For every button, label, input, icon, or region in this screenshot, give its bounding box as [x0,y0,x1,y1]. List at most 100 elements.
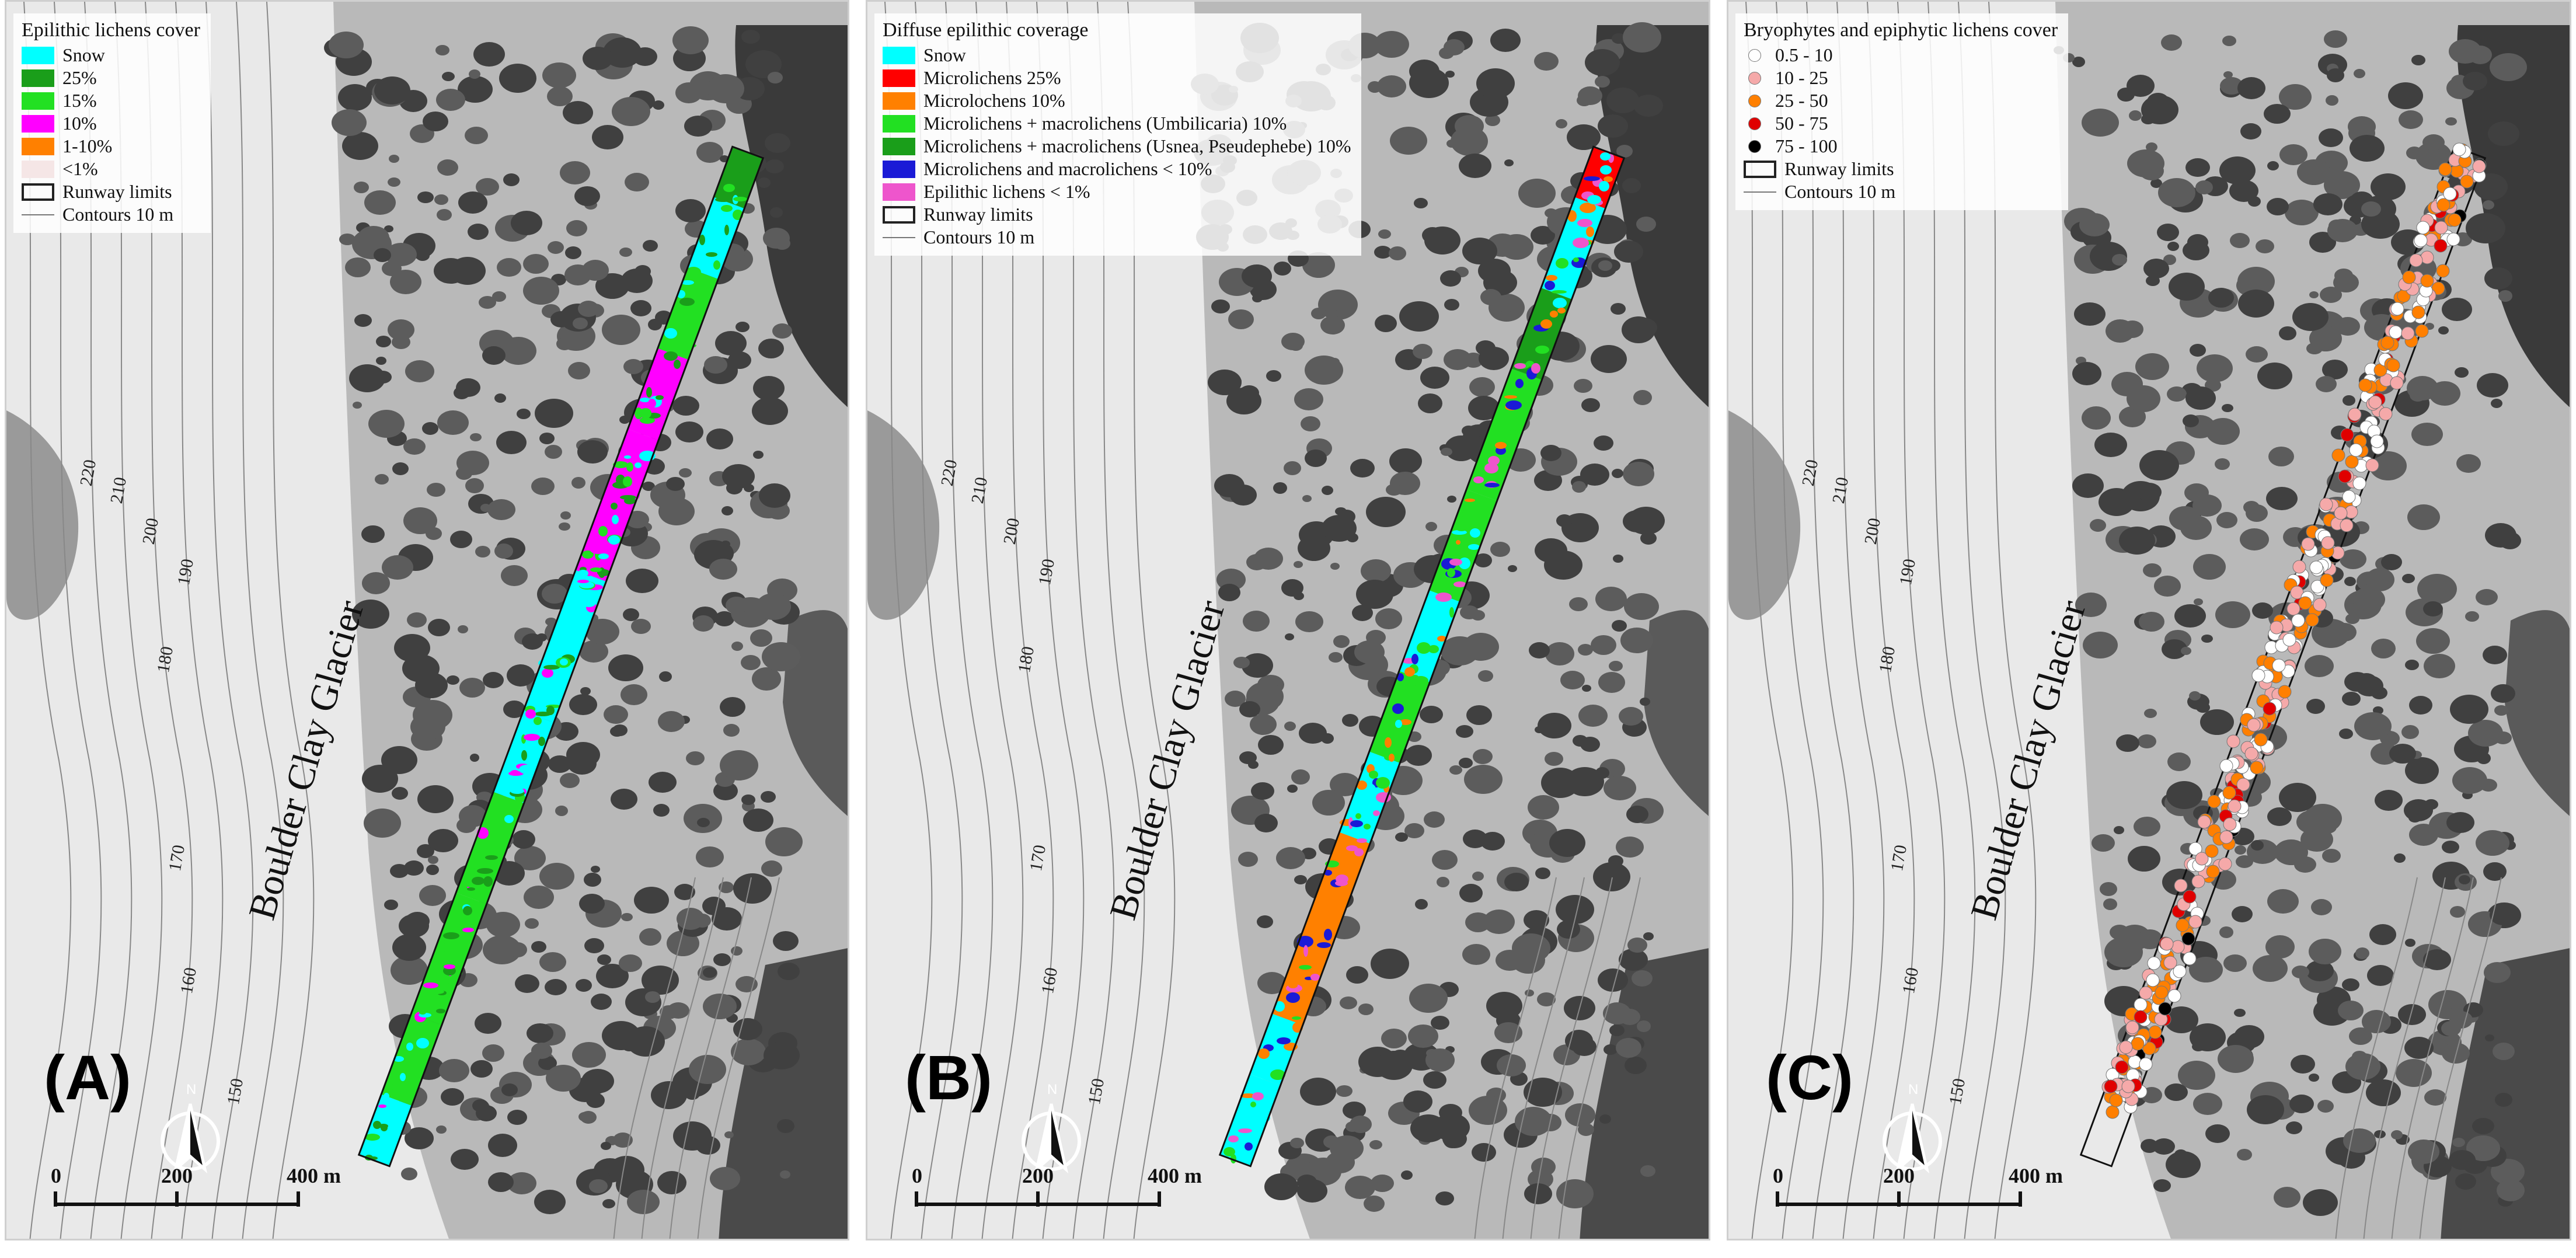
rock-speckle [1598,672,1625,693]
rock-speckle [2438,326,2449,334]
sample-point [2155,985,2169,999]
cover-patch [1453,581,1466,587]
rock-speckle [1472,1143,1496,1162]
rock-speckle [501,1083,518,1096]
sample-point [2379,407,2393,421]
cover-patch [1263,1088,1277,1094]
rock-speckle [374,371,392,384]
cover-patch [1573,257,1579,262]
cover-patch [1346,845,1358,851]
cover-patch [648,399,656,408]
legend-item: Microlichens + macrolichens (Usnea, Pseu… [883,135,1351,158]
rock-speckle [2129,110,2142,121]
scale-label: 200 [1883,1164,1915,1187]
rock-outcrop-west [1728,410,1801,620]
rock-speckle [1364,1196,1385,1212]
legend-label: 75 - 100 [1775,135,1838,156]
rock-speckle [403,438,426,455]
rock-speckle [597,954,611,965]
rock-speckle [1330,1135,1364,1161]
legend-item: 25% [22,67,200,89]
contour-line [1867,2,1915,1239]
sample-point [2219,830,2233,844]
cover-patch [664,351,678,361]
rock-speckle [2442,841,2459,853]
legend-swatch [22,160,54,178]
rock-speckle [2463,72,2487,90]
rock-speckle [2305,655,2334,677]
rock-speckle [376,336,391,347]
rock-speckle [399,914,429,938]
rock-speckle [1606,88,1639,113]
cover-patch [1335,880,1348,886]
cover-patch [428,989,444,994]
rock-speckle [2409,824,2438,846]
rock-speckle [583,47,613,70]
cover-patch [1238,1128,1252,1133]
rock-speckle [1420,367,1449,389]
cover-patch [598,526,608,536]
cover-patch [1428,645,1439,653]
cover-patch [1449,559,1462,566]
rock-speckle [1423,1071,1446,1089]
legend-label: Microlichens 25% [923,67,1061,88]
rock-speckle [1409,68,1449,98]
rock-speckle [1302,495,1312,502]
rock-speckle [1447,496,1456,503]
rock-speckle [1598,260,1612,271]
rock-speckle [376,357,386,365]
rock-speckle [2452,1138,2465,1147]
rock-speckle [2322,360,2348,379]
rock-speckle [581,1072,609,1095]
cover-patch [467,887,475,891]
rock-speckle [1612,33,1626,44]
cover-patch [1297,936,1313,947]
rock-speckle [731,642,743,651]
rock-speckle [1401,1170,1413,1180]
rock-speckle [2352,587,2385,612]
rock-speckle [2229,180,2258,202]
rock-speckle [1614,241,1643,263]
rock-speckle [384,900,398,910]
rock-speckle [623,359,643,374]
contour-line [266,2,315,1239]
rock-speckle [391,956,428,985]
cover-patch [1357,780,1367,790]
rock-speckle [1572,1037,1597,1056]
cover-patch [1228,1135,1239,1142]
rock-speckle [591,994,612,1010]
cover-patch [699,235,705,245]
rock-speckle [1424,811,1445,828]
rock-speckle [2394,853,2406,863]
rock-speckle [1243,611,1270,632]
cover-patch [1274,1001,1285,1012]
rock-speckle [1599,1114,1611,1124]
legend-item: 75 - 100 [1744,135,2058,158]
sample-point [2291,614,2305,628]
rock-speckle [2483,862,2507,881]
rock-speckle [539,433,555,444]
rock-speckle [470,754,479,762]
rock-speckle [780,1170,790,1179]
runway-cover-segment [1511,288,1572,380]
rock-speckle [388,319,414,340]
legend-item: Microlichens + macrolichens (Umbilicaria… [883,112,1351,135]
legend-swatch [22,214,54,215]
cover-patch [1240,1093,1256,1098]
sample-point [2340,518,2354,532]
rock-speckle [531,941,546,953]
sample-point [2411,305,2425,319]
rock-speckle [428,619,450,636]
rock-speckle [745,50,782,78]
rock-speckle [2153,1138,2175,1155]
cover-patch [1404,667,1415,677]
rock-speckle [2187,234,2208,250]
rock-speckle [2494,705,2508,716]
rock-speckle [507,1110,527,1125]
rock-speckle [2184,483,2209,502]
cover-patch [525,709,536,719]
legend-item: 10 - 25 [1744,67,2058,89]
rock-speckle [2256,239,2274,253]
cover-patch [646,387,652,398]
rock-speckle [2406,147,2422,159]
